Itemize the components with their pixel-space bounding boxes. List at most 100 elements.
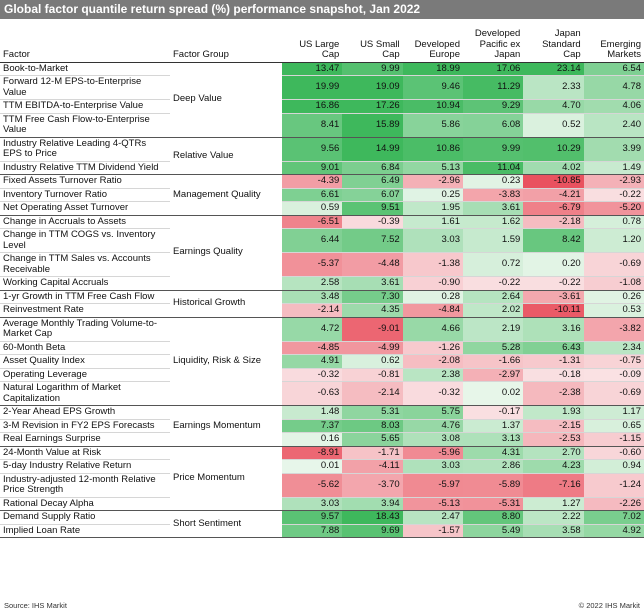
value-cell: -8.91 <box>282 446 343 460</box>
value-cell: 3.13 <box>462 432 524 447</box>
table-row: Average Monthly Trading Volume-to-Market… <box>0 317 644 406</box>
table-row: Change in Accruals to Assets Earnings Qua… <box>0 215 644 291</box>
value-cell: -7.16 <box>523 473 584 498</box>
column-header: US Small Cap <box>342 29 403 63</box>
table-row: Reinvestment Rate -2.14 4.35 -4.84 2.02 -10.1… <box>0 303 644 318</box>
value-cell: -9.01 <box>342 317 403 342</box>
value-cell: 8.41 <box>282 113 343 138</box>
value-cell: 1.61 <box>402 215 463 229</box>
value-cell: 9.56 <box>282 137 343 162</box>
table-row: Operating Leverage -0.32 -0.81 2.38 -2.97 -0.… <box>0 368 644 382</box>
factor-name: Average Monthly Trading Volume-to-Market… <box>0 317 170 342</box>
value-cell: 3.61 <box>462 201 524 216</box>
value-cell: -6.79 <box>523 201 584 216</box>
value-cell: 2.02 <box>462 303 524 318</box>
value-cell: 3.03 <box>402 459 463 474</box>
value-cell: -1.57 <box>402 524 463 538</box>
factor-name: 24-Month Value at Risk <box>0 446 170 460</box>
value-cell: 10.29 <box>523 137 584 162</box>
value-cell: 1.49 <box>583 161 644 175</box>
table-row: Working Capital Accruals 2.58 3.61 -0.90 -0.… <box>0 276 644 291</box>
value-cell: 1.59 <box>462 228 524 253</box>
factor-name: Implied Loan Rate <box>0 524 170 538</box>
value-cell: 10.86 <box>402 137 463 162</box>
copyright: © 2022 IHS Markit <box>578 601 640 610</box>
value-cell: -2.14 <box>342 381 403 406</box>
footer: Source: IHS Markit © 2022 IHS Markit <box>4 601 640 610</box>
factor-name: TTM EBITDA-to-Enterprise Value <box>0 99 170 114</box>
value-cell: -0.22 <box>462 276 524 291</box>
value-cell: 5.86 <box>402 113 463 138</box>
value-cell: 11.29 <box>462 75 524 100</box>
value-cell: -10.11 <box>523 303 584 318</box>
factor-group: Deep Value <box>170 62 282 138</box>
factor-name: Reinvestment Rate <box>0 303 170 318</box>
value-cell: 6.44 <box>282 228 343 253</box>
value-cell: 4.31 <box>462 446 524 460</box>
value-cell: -5.62 <box>282 473 343 498</box>
value-cell: 18.99 <box>402 62 463 76</box>
table-row: Fixed Assets Turnover Ratio Management Qu… <box>0 174 644 216</box>
value-cell: 1.95 <box>402 201 463 216</box>
value-cell: 14.99 <box>342 137 403 162</box>
value-cell: -2.14 <box>282 303 343 318</box>
value-cell: 1.20 <box>583 228 644 253</box>
value-cell: 0.72 <box>462 252 524 277</box>
value-cell: 9.57 <box>282 510 343 525</box>
value-cell: 4.02 <box>523 161 584 175</box>
value-cell: -4.39 <box>282 174 343 189</box>
value-cell: 9.46 <box>402 75 463 100</box>
value-cell: 9.99 <box>342 62 403 76</box>
value-cell: 13.47 <box>282 62 343 76</box>
factor-group: Earnings Quality <box>170 215 282 291</box>
factor-name: 60-Month Beta <box>0 341 170 355</box>
table-row: 2-Year Ahead EPS Growth Earnings Momentum… <box>0 405 644 447</box>
factor-name: Working Capital Accruals <box>0 276 170 291</box>
value-cell: -2.18 <box>523 215 584 229</box>
value-cell: -1.38 <box>402 252 463 277</box>
value-cell: 8.42 <box>523 228 584 253</box>
value-cell: 8.80 <box>462 510 524 525</box>
table-row: Inventory Turnover Ratio 6.61 6.07 0.25 -3.8… <box>0 188 644 202</box>
value-cell: 3.48 <box>282 290 343 304</box>
value-cell: 3.58 <box>523 524 584 538</box>
value-cell: -1.71 <box>342 446 403 460</box>
factor-group: Price Momentum <box>170 446 282 511</box>
table-row: Book-to-Market Deep Value 13.47 9.99 18.99 17… <box>0 62 644 138</box>
value-cell: 0.53 <box>583 303 644 318</box>
value-cell: -5.31 <box>462 497 524 511</box>
factor-name: 3-M Revision in FY2 EPS Forecasts <box>0 419 170 433</box>
title: Global factor quantile return spread (%)… <box>0 0 644 19</box>
value-cell: -1.08 <box>583 276 644 291</box>
column-header: Japan Standard Cap <box>523 28 584 63</box>
table-row: Net Operating Asset Turnover 0.59 9.51 1.95… <box>0 201 644 216</box>
value-cell: -0.22 <box>583 188 644 202</box>
value-cell: -1.31 <box>523 354 584 369</box>
value-cell: 0.01 <box>282 459 343 474</box>
value-cell: -0.69 <box>583 381 644 406</box>
table-body: Book-to-Market Deep Value 13.47 9.99 18.99 17… <box>0 62 644 538</box>
value-cell: -0.39 <box>342 215 403 229</box>
value-cell: 2.40 <box>583 113 644 138</box>
factor-name: TTM Free Cash Flow-to-Enterprise Value <box>0 113 170 138</box>
value-cell: 4.06 <box>583 99 644 114</box>
factor-group: Relative Value <box>170 137 282 175</box>
value-cell: -4.21 <box>523 188 584 202</box>
value-cell: -5.20 <box>583 201 644 216</box>
value-cell: -0.09 <box>583 368 644 382</box>
value-cell: -2.15 <box>523 419 584 433</box>
value-cell: -1.15 <box>583 432 644 447</box>
value-cell: 0.28 <box>402 290 463 304</box>
value-cell: 9.69 <box>342 524 403 538</box>
value-cell: 6.43 <box>523 341 584 355</box>
value-cell: -3.70 <box>342 473 403 498</box>
value-cell: 6.49 <box>342 174 403 189</box>
source: Source: IHS Markit <box>4 601 67 610</box>
value-cell: -5.37 <box>282 252 343 277</box>
factor-name: Fixed Assets Turnover Ratio <box>0 174 170 189</box>
value-cell: -4.84 <box>402 303 463 318</box>
table-row: Real Earnings Surprise 0.16 5.65 3.08 3.13 -2… <box>0 432 644 447</box>
factor-name: Industry Relative TTM Dividend Yield <box>0 161 170 175</box>
value-cell: -2.08 <box>402 354 463 369</box>
value-cell: -0.60 <box>583 446 644 460</box>
